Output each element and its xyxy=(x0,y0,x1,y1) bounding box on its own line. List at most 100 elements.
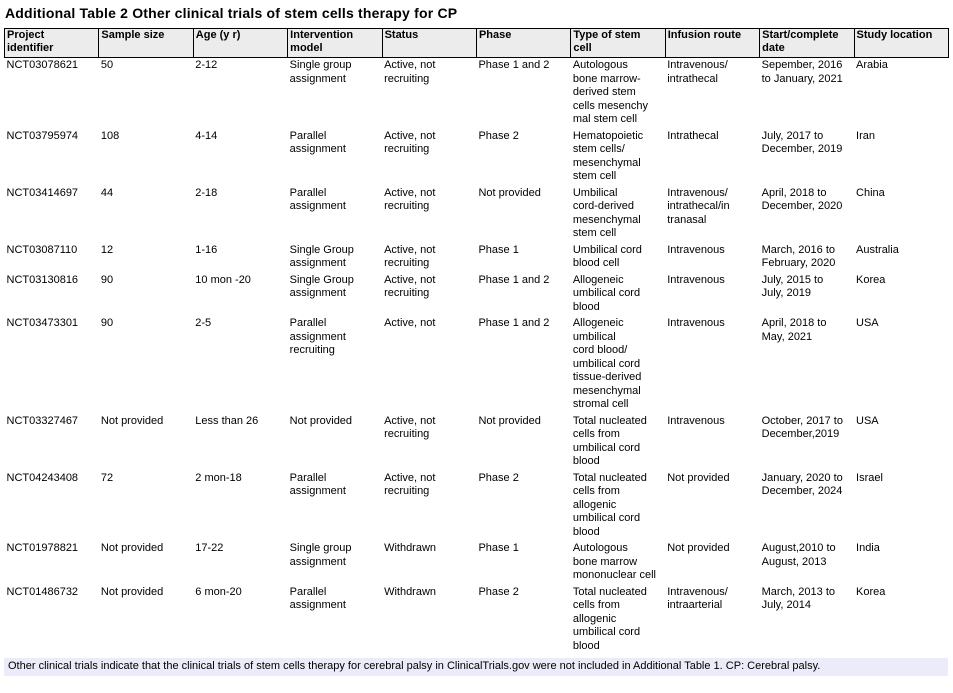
cell-infusion-route: Intravenous xyxy=(667,273,725,286)
cell-age: 4-14 xyxy=(195,129,218,142)
cell-phase: Not provided xyxy=(478,414,541,427)
column-header-sample-size: Sample size xyxy=(98,28,194,58)
cell-intervention-model: Single Group assignment xyxy=(289,243,354,270)
cell-start-complete-date: August,2010 to August, 2013 xyxy=(761,542,836,568)
cell-infusion-route: Not provided xyxy=(667,471,730,484)
header-row: Project identifier Sample size Age (y r) In… xyxy=(3,28,949,58)
cell-sample-size: 90 xyxy=(100,317,114,329)
cell-project-identifier: NCT01978821 xyxy=(6,542,79,554)
cell-age: 2-18 xyxy=(195,186,218,199)
cell-study-location: Iran xyxy=(856,129,875,142)
table-row: NCT03414697 44 2-18 Parallel assignment Acti… xyxy=(5,186,949,243)
cell-infusion-route: Intravenous/ intrathecal/in tranasal xyxy=(667,186,730,226)
cell-start-complete-date: March, 2016 to February, 2020 xyxy=(761,243,836,270)
column-header-status: Status xyxy=(381,28,477,58)
cell-age: 6 mon-20 xyxy=(195,585,242,598)
table-row: NCT03795974 108 4-14 Parallel assignment Act… xyxy=(5,129,949,186)
cell-study-location: Arabia xyxy=(856,59,888,71)
table-row: NCT03078621 50 2-12 Single group assignment… xyxy=(5,58,949,129)
cell-study-location: Israel xyxy=(856,471,883,484)
cell-stem-cell-type: Hematopoietic stem cells/ mesenchymal st… xyxy=(572,129,644,183)
cell-stem-cell-type: Umbilical cord blood cell xyxy=(572,243,642,270)
table-row: NCT01978821 Not provided 17-22 Single group… xyxy=(5,541,949,585)
cell-sample-size: 72 xyxy=(100,471,114,484)
table-row: NCT03130816 90 10 mon -20 Single Group assi… xyxy=(5,273,949,317)
cell-stem-cell-type: Allogeneic umbilical cord blood/ umbilic… xyxy=(572,317,642,410)
cell-infusion-route: Intravenous xyxy=(667,414,725,427)
cell-intervention-model: Parallel assignment recruiting xyxy=(289,317,346,356)
cell-intervention-model: Parallel assignment xyxy=(289,471,346,498)
column-header-project-identifier: Project identifier xyxy=(3,28,100,58)
cell-phase: Not provided xyxy=(478,186,541,199)
cell-start-complete-date: July, 2017 to December, 2019 xyxy=(761,129,843,156)
column-header-start-complete-date: Start/complete date xyxy=(759,28,855,58)
column-header-phase: Phase xyxy=(475,28,572,58)
cell-intervention-model: Single Group assignment xyxy=(289,273,354,300)
cell-intervention-model: Single group assignment xyxy=(289,59,352,85)
cell-age: 2-12 xyxy=(195,59,218,71)
cell-sample-size: Not provided xyxy=(100,585,164,598)
cell-status: Active, not recruiting xyxy=(384,273,436,300)
column-header-age: Age (y r) xyxy=(192,28,289,58)
cell-phase: Phase 2 xyxy=(478,585,519,598)
cell-infusion-route: Intravenous/ intrathecal xyxy=(667,59,728,85)
cell-project-identifier: NCT03078621 xyxy=(6,59,79,71)
cell-status: Active, not recruiting xyxy=(384,471,436,498)
cell-project-identifier: NCT03795974 xyxy=(6,129,79,142)
cell-infusion-route: Intravenous xyxy=(667,317,725,329)
cell-project-identifier: NCT03327467 xyxy=(6,414,79,427)
cell-sample-size: 108 xyxy=(100,129,120,142)
column-header-study-location: Study location xyxy=(853,28,949,58)
cell-status: Active, not recruiting xyxy=(384,59,436,85)
cell-start-complete-date: October, 2017 to December,2019 xyxy=(761,414,843,441)
cell-study-location: India xyxy=(856,542,880,554)
table-title: Additional Table 2 Other clinical trials… xyxy=(5,5,458,21)
cell-intervention-model: Parallel assignment xyxy=(289,129,346,156)
cell-sample-size: Not provided xyxy=(100,414,164,427)
cell-phase: Phase 1 xyxy=(478,243,519,256)
cell-project-identifier: NCT03473301 xyxy=(6,317,79,329)
cell-phase: Phase 2 xyxy=(478,129,519,142)
cell-sample-size: 44 xyxy=(100,186,114,199)
table-header: Project identifier Sample size Age (y r) In… xyxy=(3,28,949,58)
cell-start-complete-date: Sepember, 2016 to January, 2021 xyxy=(761,59,843,85)
cell-age: 10 mon -20 xyxy=(195,273,251,286)
cell-phase: Phase 1 and 2 xyxy=(478,273,550,286)
cell-intervention-model: Not provided xyxy=(289,414,353,427)
cell-stem-cell-type: Umbilical cord-derived mesenchymal stem … xyxy=(572,186,641,240)
table-row: NCT03087110 12 1-16 Single Group assignment… xyxy=(5,243,949,273)
cell-status: Active, not recruiting xyxy=(384,243,436,270)
cell-intervention-model: Parallel assignment xyxy=(289,585,346,612)
cell-study-location: Korea xyxy=(856,273,886,286)
cell-infusion-route: Intravenous xyxy=(667,243,725,256)
cell-phase: Phase 1 and 2 xyxy=(478,59,550,71)
cell-start-complete-date: March, 2013 to July, 2014 xyxy=(761,585,835,612)
cell-study-location: USA xyxy=(856,317,879,329)
cell-status: Active, not recruiting xyxy=(384,129,436,156)
cell-infusion-route: Intrathecal xyxy=(667,129,719,142)
cell-stem-cell-type: Allogeneic umbilical cord blood xyxy=(572,273,641,313)
table-row: NCT04243408 72 2 mon-18 Parallel assignment… xyxy=(5,471,949,542)
column-header-infusion-route: Infusion route xyxy=(664,28,761,58)
table-row: NCT01486732 Not provided 6 mon-20 Parallel … xyxy=(5,585,949,656)
cell-age: 2 mon-18 xyxy=(195,471,242,484)
cell-status: Withdrawn xyxy=(384,585,437,598)
cell-start-complete-date: April, 2018 to May, 2021 xyxy=(761,317,827,343)
table-row: NCT03473301 90 2-5 Parallel assignment recr… xyxy=(5,316,949,414)
cell-status: Withdrawn xyxy=(384,542,437,554)
cell-status: Active, not recruiting xyxy=(384,186,436,213)
cell-start-complete-date: July, 2015 to July, 2019 xyxy=(761,273,824,300)
table-footnote: Other clinical trials indicate that the … xyxy=(4,658,948,676)
cell-infusion-route: Intravenous/ intraarterial xyxy=(667,585,728,612)
cell-project-identifier: NCT03087110 xyxy=(6,243,78,256)
cell-stem-cell-type: Autologous bone marrow- derived stem cel… xyxy=(572,59,649,125)
cell-study-location: China xyxy=(856,186,885,199)
cell-project-identifier: NCT01486732 xyxy=(6,585,79,598)
cell-project-identifier: NCT04243408 xyxy=(6,471,79,484)
cell-intervention-model: Single group assignment xyxy=(289,542,352,568)
cell-project-identifier: NCT03130816 xyxy=(6,273,79,286)
cell-infusion-route: Not provided xyxy=(667,542,730,554)
cell-study-location: Australia xyxy=(856,243,899,256)
cell-status: Active, not xyxy=(384,317,436,329)
